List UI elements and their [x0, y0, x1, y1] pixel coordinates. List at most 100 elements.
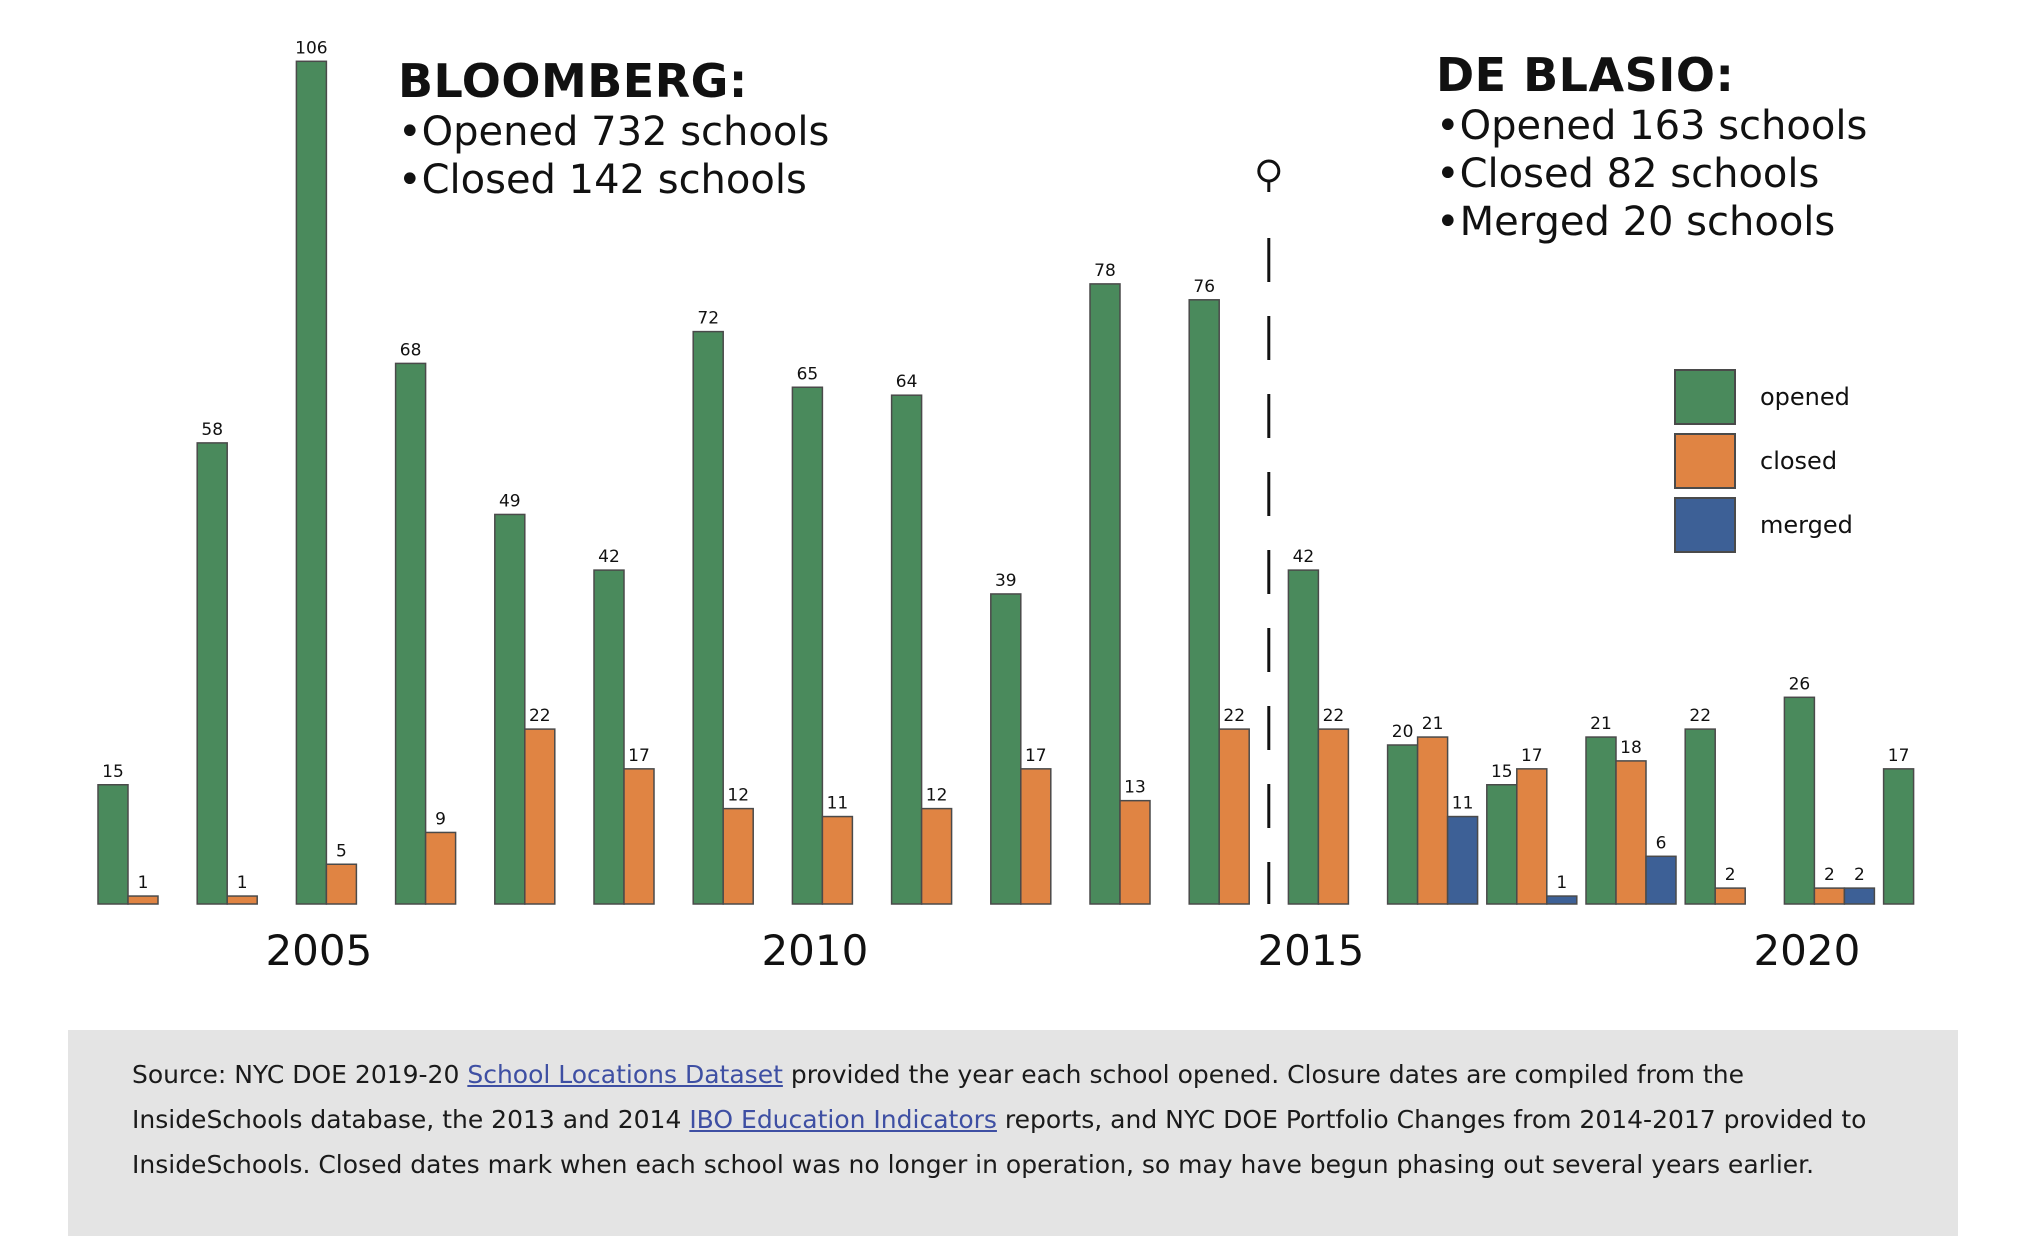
bar-opened-2016 [1386, 744, 1419, 905]
legend-item-closed: closed [1674, 429, 1853, 493]
deblasio-heading: DE BLASIO: [1436, 48, 1735, 102]
bar-opened-2004 [196, 442, 228, 905]
bar-closed-2012 [1020, 768, 1052, 905]
bar-label-closed-2006: 9 [435, 809, 446, 829]
bar-merged-2020 [1843, 887, 1876, 905]
bar-closed-2016 [1416, 736, 1449, 905]
bar-label-opened-2004: 58 [201, 420, 223, 440]
bar-label-closed-2015: 22 [1323, 706, 1345, 726]
legend-swatch-opened [1674, 369, 1736, 425]
bar-merged-2017 [1546, 895, 1578, 905]
bar-opened-2009 [692, 330, 724, 905]
source-middle: provided the year each school opened. Cl… [132, 1060, 1744, 1134]
bar-label-closed-2005: 5 [336, 841, 347, 861]
bar-closed-2015 [1317, 728, 1350, 905]
bar-label-opened-2021: 17 [1888, 746, 1910, 766]
bar-label-opened-2010: 65 [797, 364, 819, 384]
bar-opened-2005 [295, 60, 328, 905]
bloomberg-opened: •Opened 732 schools [398, 109, 830, 155]
bar-label-closed-2014: 22 [1223, 706, 1245, 726]
bar-opened-2017 [1486, 784, 1518, 905]
bloomberg-annotation: BLOOMBERG: •Opened 732 schools •Closed 1… [398, 58, 829, 200]
bar-closed-2008 [623, 768, 655, 905]
bar-label-opened-2006: 68 [400, 340, 422, 360]
source-text: Source: NYC DOE 2019-20 School Locations… [132, 1052, 1894, 1187]
bar-label-merged-2016: 11 [1452, 794, 1474, 814]
year-label-2005: 2005 [265, 926, 372, 975]
bar-closed-2017 [1516, 768, 1548, 905]
bar-closed-2010 [821, 815, 854, 905]
bar-opened-2018 [1585, 736, 1617, 905]
bloomberg-heading: BLOOMBERG: [398, 54, 748, 108]
bar-chart: 1515811065689492242177212651164123917781… [97, 38, 1915, 975]
bar-label-closed-2018: 18 [1620, 738, 1642, 758]
bar-labels-group: 1515811065689492242177212651164123917781… [102, 38, 1909, 893]
bar-label-merged-2020: 2 [1854, 865, 1865, 885]
bar-label-opened-2020: 26 [1789, 674, 1811, 694]
bar-closed-2005 [325, 863, 358, 905]
bar-closed-2006 [424, 831, 457, 905]
bar-closed-2007 [524, 728, 556, 905]
school-locations-dataset-link[interactable]: School Locations Dataset [467, 1060, 783, 1089]
deblasio-annotation: DE BLASIO: •Opened 163 schools •Closed 8… [1436, 52, 1867, 242]
bar-label-merged-2017: 1 [1556, 873, 1567, 893]
bar-label-opened-2014: 76 [1193, 277, 1215, 297]
bar-opened-2011 [890, 394, 923, 905]
bar-label-merged-2018: 6 [1656, 833, 1667, 853]
bar-label-opened-2013: 78 [1094, 261, 1116, 281]
bar-opened-2007 [494, 513, 526, 905]
bar-label-opened-2017: 15 [1491, 762, 1513, 782]
bars-group [97, 60, 1915, 905]
bar-opened-2015 [1287, 569, 1320, 905]
bar-merged-2018 [1645, 855, 1677, 905]
year-label-2020: 2020 [1753, 926, 1860, 975]
bar-label-closed-2007: 22 [529, 706, 551, 726]
ibo-education-indicators-link[interactable]: IBO Education Indicators [689, 1105, 997, 1134]
bar-closed-2019 [1714, 887, 1746, 905]
bar-closed-2004 [226, 895, 258, 905]
chart-legend: opened closed merged [1674, 365, 1853, 557]
bar-opened-2008 [593, 569, 625, 905]
bar-merged-2016 [1446, 815, 1479, 905]
year-label-2015: 2015 [1257, 926, 1364, 975]
bar-opened-2019 [1684, 728, 1716, 905]
deblasio-merged: •Merged 20 schools [1436, 199, 1836, 245]
legend-item-merged: merged [1674, 493, 1853, 557]
bloomberg-closed: •Closed 142 schools [398, 157, 807, 203]
bar-closed-2009 [722, 807, 754, 905]
bar-opened-2012 [990, 593, 1022, 905]
bar-closed-2014 [1218, 728, 1250, 905]
legend-label-merged: merged [1760, 511, 1853, 539]
bar-opened-2014 [1188, 299, 1220, 905]
bar-label-closed-2008: 17 [628, 746, 650, 766]
bar-label-opened-2018: 21 [1590, 714, 1612, 734]
divider-pin-head [1257, 159, 1281, 183]
legend-swatch-merged [1674, 497, 1736, 553]
year-label-2010: 2010 [761, 926, 868, 975]
bar-label-closed-2009: 12 [727, 786, 749, 806]
bar-label-closed-2016: 21 [1422, 714, 1444, 734]
bar-label-closed-2019: 2 [1725, 865, 1736, 885]
bar-label-closed-2003: 1 [138, 873, 149, 893]
bar-closed-2018 [1615, 760, 1647, 905]
bar-label-closed-2020: 2 [1824, 865, 1835, 885]
legend-swatch-closed [1674, 433, 1736, 489]
legend-item-opened: opened [1674, 365, 1853, 429]
bar-label-closed-2017: 17 [1521, 746, 1543, 766]
year-labels-group: 2005 2010 2015 2020 [265, 926, 1860, 975]
bar-opened-2021 [1882, 768, 1915, 905]
bar-label-closed-2012: 17 [1025, 746, 1047, 766]
deblasio-opened: •Opened 163 schools [1436, 103, 1868, 149]
bar-closed-2003 [127, 895, 159, 905]
bar-label-closed-2011: 12 [926, 786, 948, 806]
bar-label-opened-2009: 72 [697, 309, 719, 329]
bar-opened-2010 [791, 386, 824, 905]
era-divider [1257, 159, 1281, 904]
legend-label-closed: closed [1760, 447, 1838, 475]
bar-label-opened-2003: 15 [102, 762, 124, 782]
bar-closed-2020 [1813, 887, 1846, 905]
deblasio-closed: •Closed 82 schools [1436, 151, 1820, 197]
bar-closed-2011 [920, 807, 953, 905]
bar-opened-2003 [97, 784, 129, 905]
bar-label-opened-2011: 64 [896, 372, 918, 392]
